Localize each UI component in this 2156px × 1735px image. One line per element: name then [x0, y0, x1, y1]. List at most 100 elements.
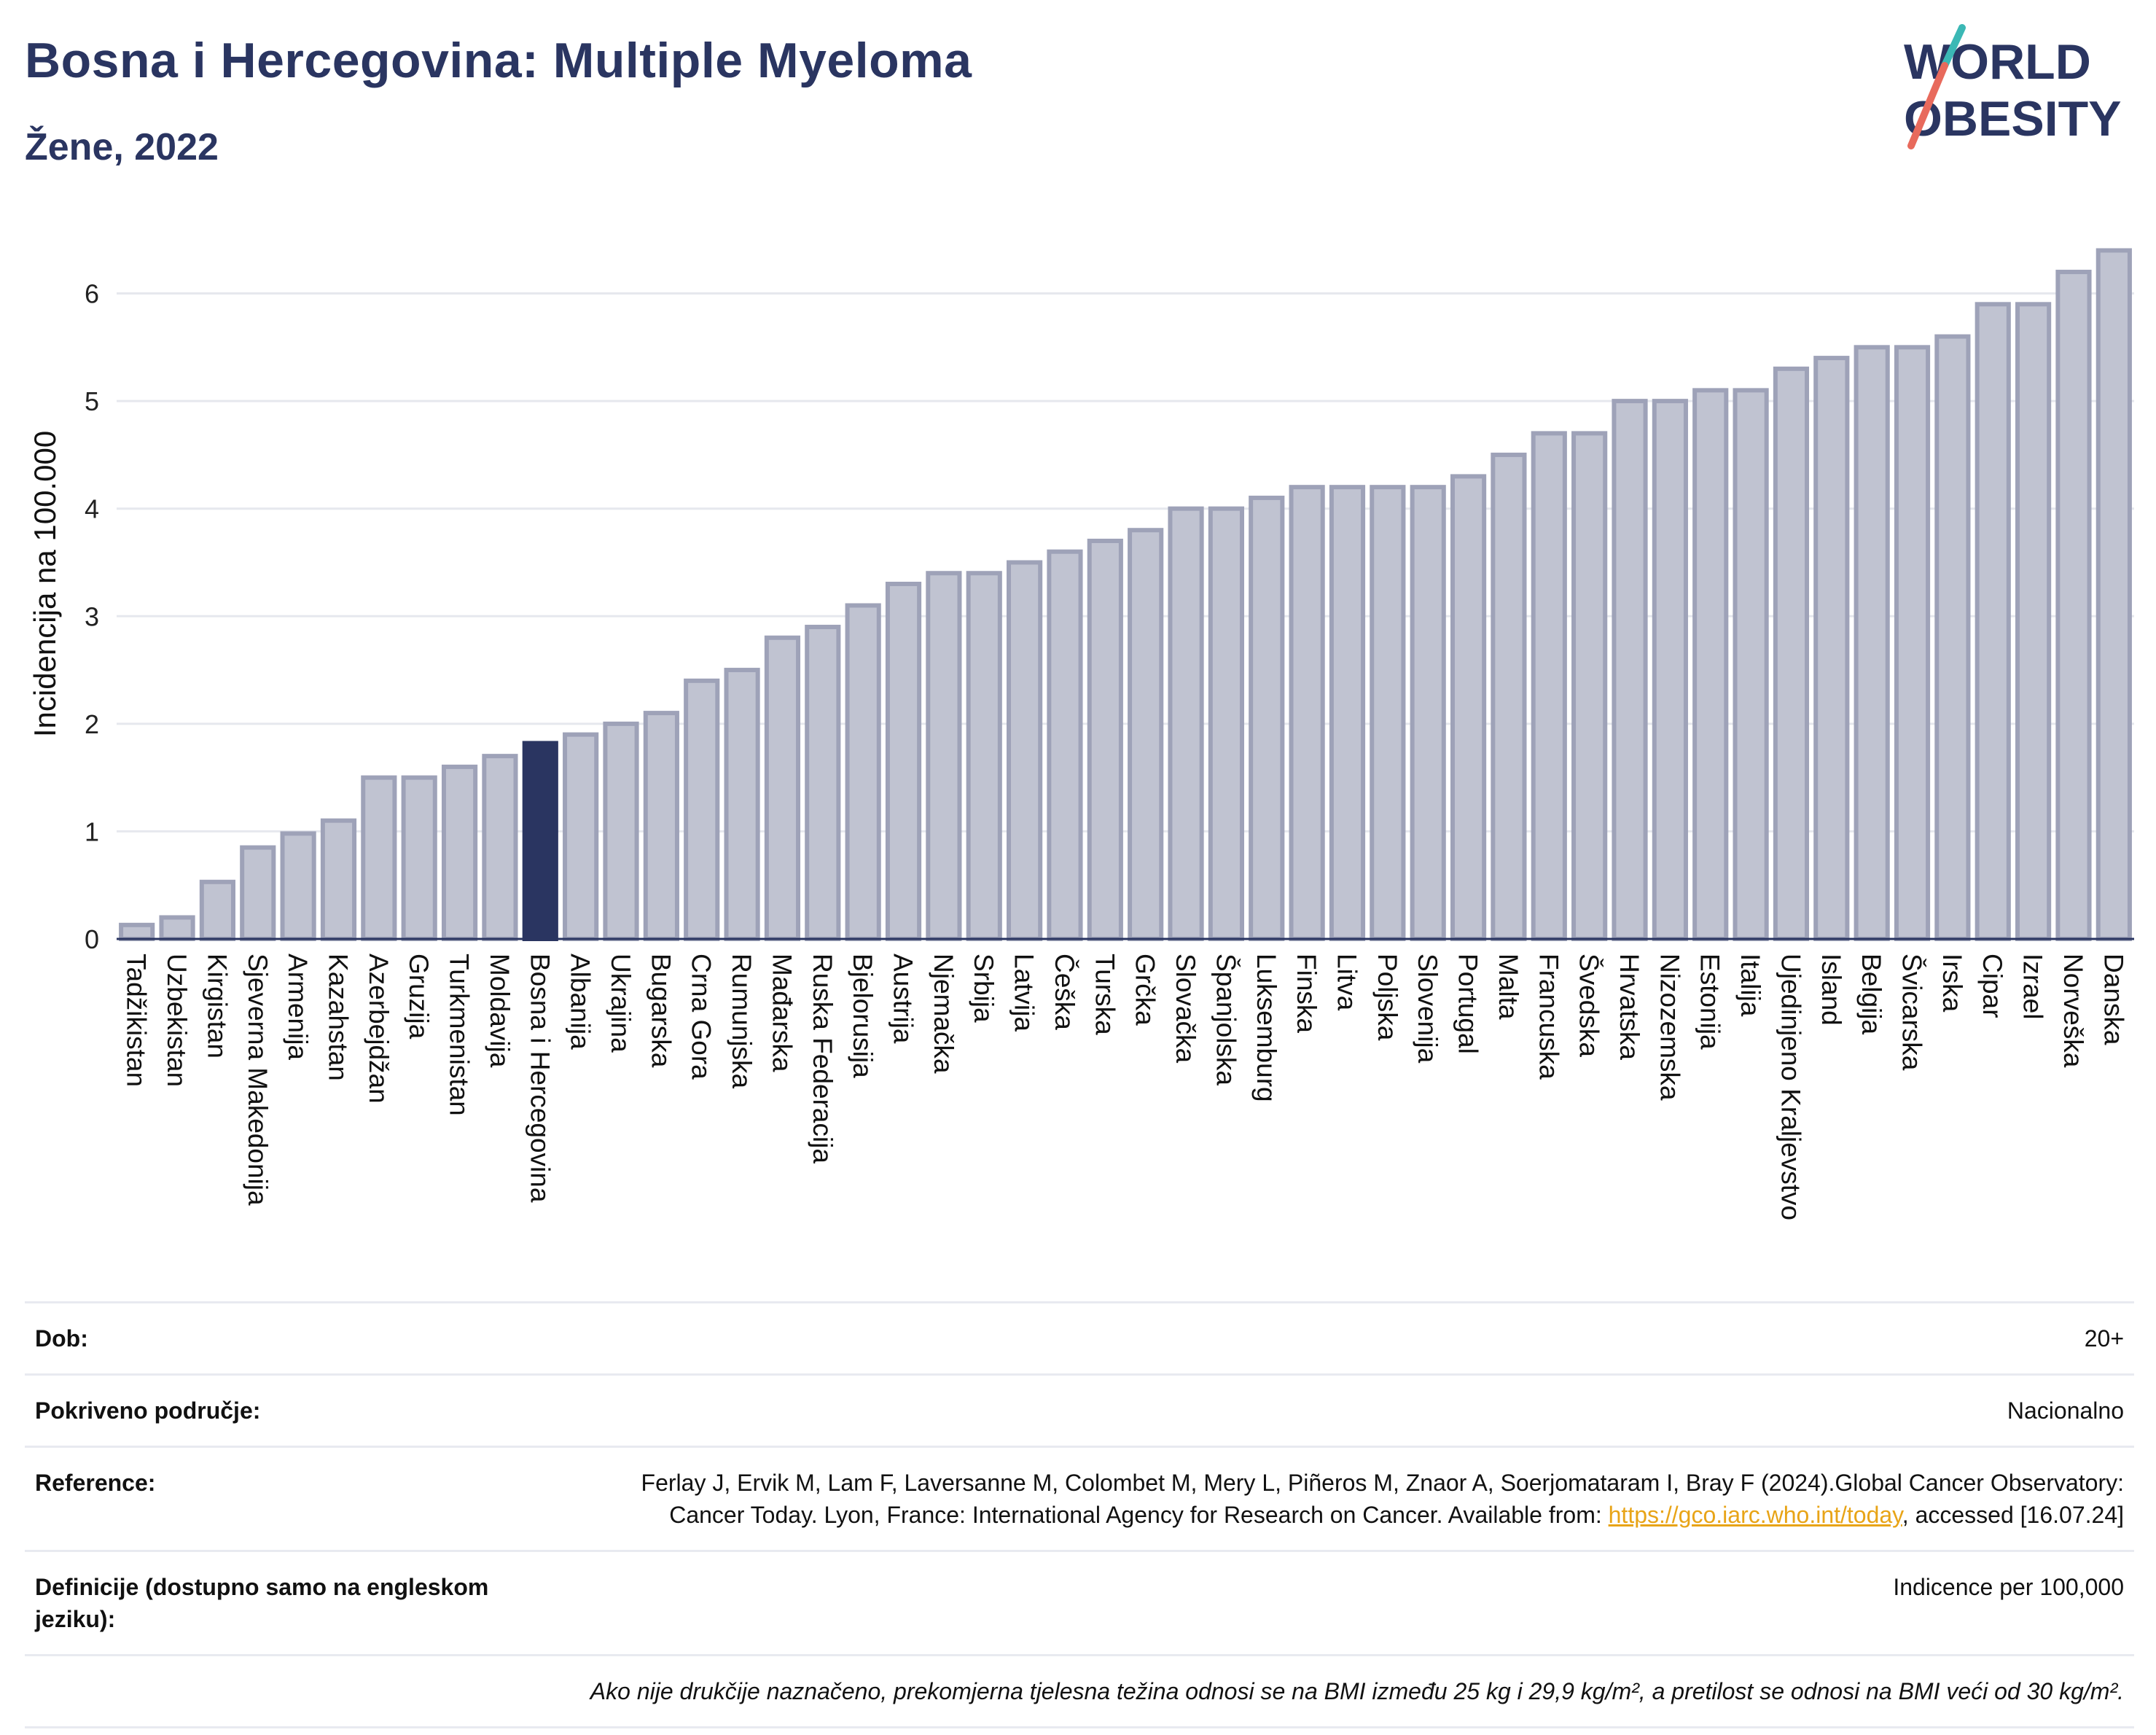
- x-tick-label: Cipar: [1977, 954, 2007, 1018]
- x-tick-label: Mađarska: [767, 954, 797, 1072]
- x-tick-label: Austrija: [888, 954, 918, 1044]
- x-tick-label: Norveška: [2058, 954, 2088, 1068]
- bar: [320, 818, 357, 941]
- y-tick-label: 3: [85, 601, 99, 631]
- bar: [1773, 366, 1810, 941]
- x-tick-label: Litva: [1332, 954, 1362, 1011]
- x-tick-label: Italija: [1735, 954, 1765, 1017]
- age-label: Dob:: [35, 1325, 88, 1352]
- x-tick-label: Kirgistan: [202, 954, 232, 1058]
- logo-slash-red: [1907, 62, 1948, 149]
- y-tick-label: 1: [85, 816, 99, 846]
- x-tick-label: Bjelorusija: [848, 954, 878, 1078]
- y-tick-label: 0: [85, 924, 99, 954]
- bar-chart: 0 1 2 3 4 5 6 Tadžikistan Uzbekistan Kirgistan Sje…: [28, 248, 2134, 1220]
- bar: [441, 764, 478, 941]
- bar: [1854, 345, 1890, 942]
- x-tick-label: Crna Gora: [687, 954, 716, 1080]
- reference-suffix: , accessed [16.07.24]: [1902, 1502, 2124, 1528]
- bar: [885, 582, 922, 941]
- bar: [1370, 485, 1406, 941]
- y-tick-label: 5: [85, 386, 99, 416]
- bar: [1208, 506, 1244, 941]
- reference-value: Ferlay J, Ervik M, Lam F, Laversanne M, …: [593, 1467, 2124, 1531]
- x-tick-label: Švedska: [1574, 954, 1604, 1057]
- x-tick-label: Češka: [1050, 954, 1079, 1030]
- x-tick-label: Sjeverna Makedonija: [243, 954, 273, 1206]
- x-tick-label: Grčka: [1130, 954, 1160, 1026]
- y-tick-label: 2: [85, 709, 99, 739]
- bar: [1813, 356, 1850, 942]
- bar: [159, 915, 195, 942]
- bar: [845, 603, 881, 941]
- bar: [1007, 560, 1043, 941]
- x-tick-label: Slovačka: [1171, 954, 1200, 1064]
- definitions-value: Indicence per 100,000: [1893, 1574, 2124, 1600]
- x-tick-label: Ukrajina: [606, 954, 636, 1053]
- y-axis-title: Incidencija na 100.000: [28, 431, 62, 737]
- bar: [1934, 334, 1971, 941]
- x-tick-label: Gruzija: [404, 954, 434, 1040]
- bar: [361, 775, 397, 941]
- x-tick-label: Ruska Federacija: [808, 954, 837, 1163]
- bar: [1733, 388, 1769, 941]
- x-tick-label: Luksemburg: [1251, 954, 1281, 1102]
- x-tick-label: Armenija: [283, 954, 313, 1060]
- bar: [643, 711, 679, 941]
- x-tick-label: Malta: [1493, 954, 1523, 1020]
- bar: [764, 635, 801, 942]
- x-tick-label: Irska: [1937, 954, 1967, 1013]
- x-tick-label: Izrael: [2018, 954, 2048, 1019]
- x-tick-label: Rumunjska: [727, 954, 757, 1088]
- bar: [1289, 485, 1325, 941]
- info-table: Dob: 20+ Pokriveno područje: Nacionalno …: [25, 1301, 2134, 1728]
- bar: [401, 775, 437, 941]
- bar: [805, 625, 841, 941]
- x-tick-label: Turska: [1090, 954, 1120, 1035]
- bar-highlight: [522, 741, 558, 941]
- bar: [603, 721, 639, 942]
- x-tick-label: Estonija: [1695, 954, 1725, 1050]
- bar: [563, 732, 599, 942]
- bar: [1491, 452, 1527, 941]
- bar: [1249, 495, 1285, 941]
- x-tick-label: Bugarska: [646, 954, 676, 1068]
- y-tick-label: 4: [85, 494, 99, 524]
- x-tick-label: Španjolska: [1211, 954, 1241, 1085]
- bar: [1047, 549, 1083, 941]
- definitions-label: Definicije (dostupno samo na engleskom j…: [35, 1574, 489, 1632]
- bar: [684, 678, 720, 941]
- reference-label: Reference:: [35, 1470, 156, 1496]
- x-tick-label: Danska: [2098, 954, 2128, 1045]
- logo-line2: OBESITY: [1904, 91, 2122, 147]
- x-tick-label: Nizozemska: [1655, 954, 1684, 1101]
- bar: [724, 668, 760, 941]
- page-subtitle: Žene, 2022: [25, 126, 219, 168]
- x-tick-label: Belgija: [1856, 954, 1886, 1034]
- bar: [1975, 302, 2011, 941]
- x-tick-label: Moldavija: [485, 954, 515, 1068]
- bar: [1652, 399, 1688, 941]
- info-row-age: Dob: 20+: [25, 1303, 2134, 1376]
- reference-link[interactable]: https://gco.iarc.who.int/today: [1608, 1502, 1902, 1528]
- info-row-definitions: Definicije (dostupno samo na engleskom j…: [25, 1552, 2134, 1656]
- x-tick-label: Poljska: [1372, 954, 1402, 1041]
- logo-slash-teal: [1941, 24, 1966, 69]
- x-tick-label: Ujedinjeno Kraljevstvo: [1776, 954, 1805, 1220]
- x-tick-label: Turkmenistan: [445, 954, 474, 1116]
- bar: [966, 571, 1002, 941]
- reference-text: Ferlay J, Ervik M, Lam F, Laversanne M, …: [641, 1470, 2124, 1528]
- y-tick-label: 6: [85, 279, 99, 309]
- x-tick-label: Tadžikistan: [122, 954, 152, 1087]
- bar: [1612, 399, 1648, 941]
- age-value: 20+: [2084, 1325, 2124, 1352]
- bmi-note: Ako nije drukčije naznačeno, prekomjerna…: [590, 1678, 2124, 1704]
- x-tick-label: Francuska: [1534, 954, 1563, 1080]
- x-tick-label: Latvija: [1009, 954, 1039, 1032]
- bar: [1692, 388, 1729, 941]
- x-tick-label: Kazahstan: [323, 954, 353, 1081]
- x-tick-label: Finska: [1292, 954, 1321, 1033]
- bar: [1531, 431, 1567, 941]
- coverage-label: Pokriveno područje:: [35, 1397, 261, 1424]
- bar: [482, 754, 518, 941]
